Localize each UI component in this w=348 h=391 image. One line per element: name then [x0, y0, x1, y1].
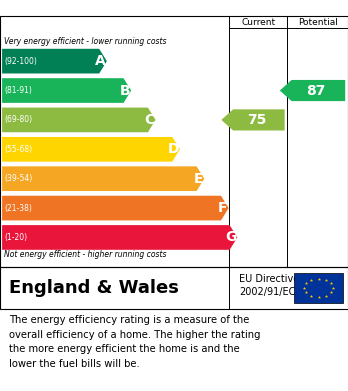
Text: C: C — [144, 113, 155, 127]
Text: Current: Current — [241, 18, 275, 27]
Text: B: B — [119, 84, 130, 97]
Text: G: G — [225, 230, 236, 244]
Text: Potential: Potential — [298, 18, 338, 27]
Text: E: E — [194, 172, 203, 186]
Text: EU Directive
2002/91/EC: EU Directive 2002/91/EC — [239, 274, 300, 297]
Polygon shape — [2, 137, 180, 161]
Polygon shape — [2, 49, 107, 74]
Text: Very energy efficient - lower running costs: Very energy efficient - lower running co… — [4, 37, 167, 46]
Text: Energy Efficiency Rating: Energy Efficiency Rating — [9, 0, 230, 5]
Text: 75: 75 — [247, 113, 266, 127]
Polygon shape — [2, 166, 204, 191]
Bar — [294, 273, 343, 303]
Text: (55-68): (55-68) — [4, 145, 32, 154]
Polygon shape — [2, 108, 156, 132]
Text: (1-20): (1-20) — [4, 233, 27, 242]
Text: A: A — [95, 54, 106, 68]
Polygon shape — [221, 109, 285, 131]
Polygon shape — [280, 80, 345, 101]
Polygon shape — [2, 78, 131, 103]
Text: D: D — [167, 142, 179, 156]
Polygon shape — [2, 225, 237, 250]
Text: The energy efficiency rating is a measure of the
overall efficiency of a home. T: The energy efficiency rating is a measur… — [9, 316, 260, 369]
Text: (39-54): (39-54) — [4, 174, 32, 183]
Text: F: F — [218, 201, 228, 215]
Text: England & Wales: England & Wales — [9, 279, 179, 297]
Text: (21-38): (21-38) — [4, 204, 32, 213]
Text: (92-100): (92-100) — [4, 57, 37, 66]
Text: Not energy efficient - higher running costs: Not energy efficient - higher running co… — [4, 250, 167, 259]
Polygon shape — [2, 196, 229, 221]
Text: 87: 87 — [306, 84, 326, 97]
Text: (81-91): (81-91) — [4, 86, 32, 95]
Text: (69-80): (69-80) — [4, 115, 32, 124]
